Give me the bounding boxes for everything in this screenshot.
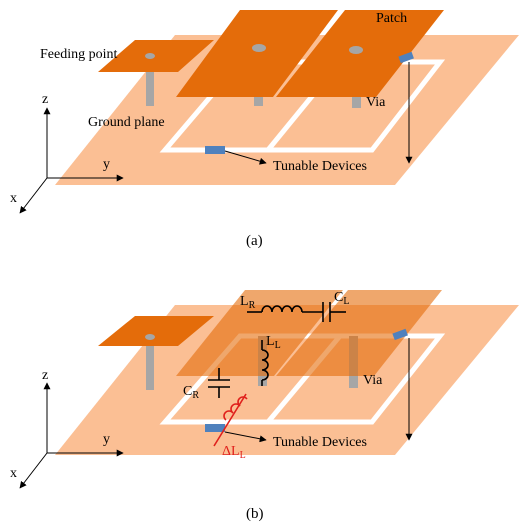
label-via-b: Via <box>363 373 383 388</box>
capacitor-CL <box>320 302 346 322</box>
label-tunable-devices: Tunable Devices <box>273 159 367 174</box>
label-patch: Patch <box>376 11 407 26</box>
label-LL-sub: L <box>275 340 281 351</box>
label-ground-plane: Ground plane <box>88 115 165 130</box>
caption-b: (b) <box>246 506 264 522</box>
label-LR-sub: R <box>249 300 256 311</box>
label-axis-y-b: y <box>103 432 110 447</box>
feed-patch-b <box>98 316 214 346</box>
label-LR-main: L <box>240 294 249 309</box>
label-axis-z: z <box>42 92 48 107</box>
tunable-arrow-b <box>224 431 267 443</box>
label-axis-y: y <box>103 157 110 172</box>
label-LL: LL <box>266 334 281 351</box>
via-top-left <box>252 44 266 52</box>
patch-right-b <box>276 290 442 376</box>
label-tunable-devices-b: Tunable Devices <box>273 435 367 450</box>
tunable-arrow <box>224 150 267 165</box>
label-CR-main: C <box>183 384 192 399</box>
label-CR: CR <box>183 384 199 401</box>
via-feed-b <box>146 336 154 390</box>
label-via: Via <box>366 95 386 110</box>
tunable-device-front <box>205 146 225 154</box>
label-LL-main: L <box>266 334 275 349</box>
inductor-LR <box>247 305 320 313</box>
label-delta-LL-main: ΔL <box>222 444 240 459</box>
via-top-feed <box>145 53 155 59</box>
label-LR: LR <box>240 294 256 311</box>
tunable-device-back-b <box>392 328 408 341</box>
label-axis-x-b: x <box>10 466 17 481</box>
label-CL: CL <box>334 290 349 307</box>
label-delta-LL-sub: L <box>240 450 246 461</box>
label-axis-z-b: z <box>42 368 48 383</box>
inductor-delta-LL <box>213 393 248 447</box>
tunable-device-front-b <box>205 424 225 432</box>
feed-patch <box>98 40 214 72</box>
tunable-device-back <box>398 51 414 64</box>
panel-b: LR CL LL CR ΔLL Via Tunable Devices z y … <box>10 290 519 522</box>
patch-left <box>176 10 338 97</box>
label-axis-x: x <box>10 191 17 206</box>
label-CL-sub: L <box>343 296 349 307</box>
inductor-LL <box>261 340 269 386</box>
label-delta-LL: ΔLL <box>222 444 246 461</box>
via-top-feed-b <box>145 334 155 340</box>
axis-x-a <box>19 177 48 214</box>
via-feed <box>146 60 154 106</box>
capacitor-CR <box>208 368 230 398</box>
caption-a: (a) <box>246 233 263 249</box>
axis-x-b <box>19 452 48 489</box>
patch-right <box>276 10 444 97</box>
panel-a: Feeding point Patch Via Ground plane Tun… <box>10 10 519 249</box>
label-CL-main: C <box>334 290 343 305</box>
label-feeding-point: Feeding point <box>40 47 117 62</box>
via-top-right <box>349 46 363 54</box>
label-CR-sub: R <box>192 390 199 401</box>
